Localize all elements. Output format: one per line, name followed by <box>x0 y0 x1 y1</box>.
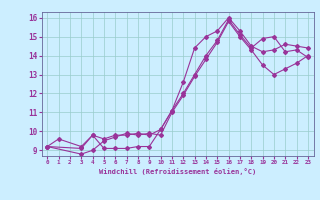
X-axis label: Windchill (Refroidissement éolien,°C): Windchill (Refroidissement éolien,°C) <box>99 168 256 175</box>
